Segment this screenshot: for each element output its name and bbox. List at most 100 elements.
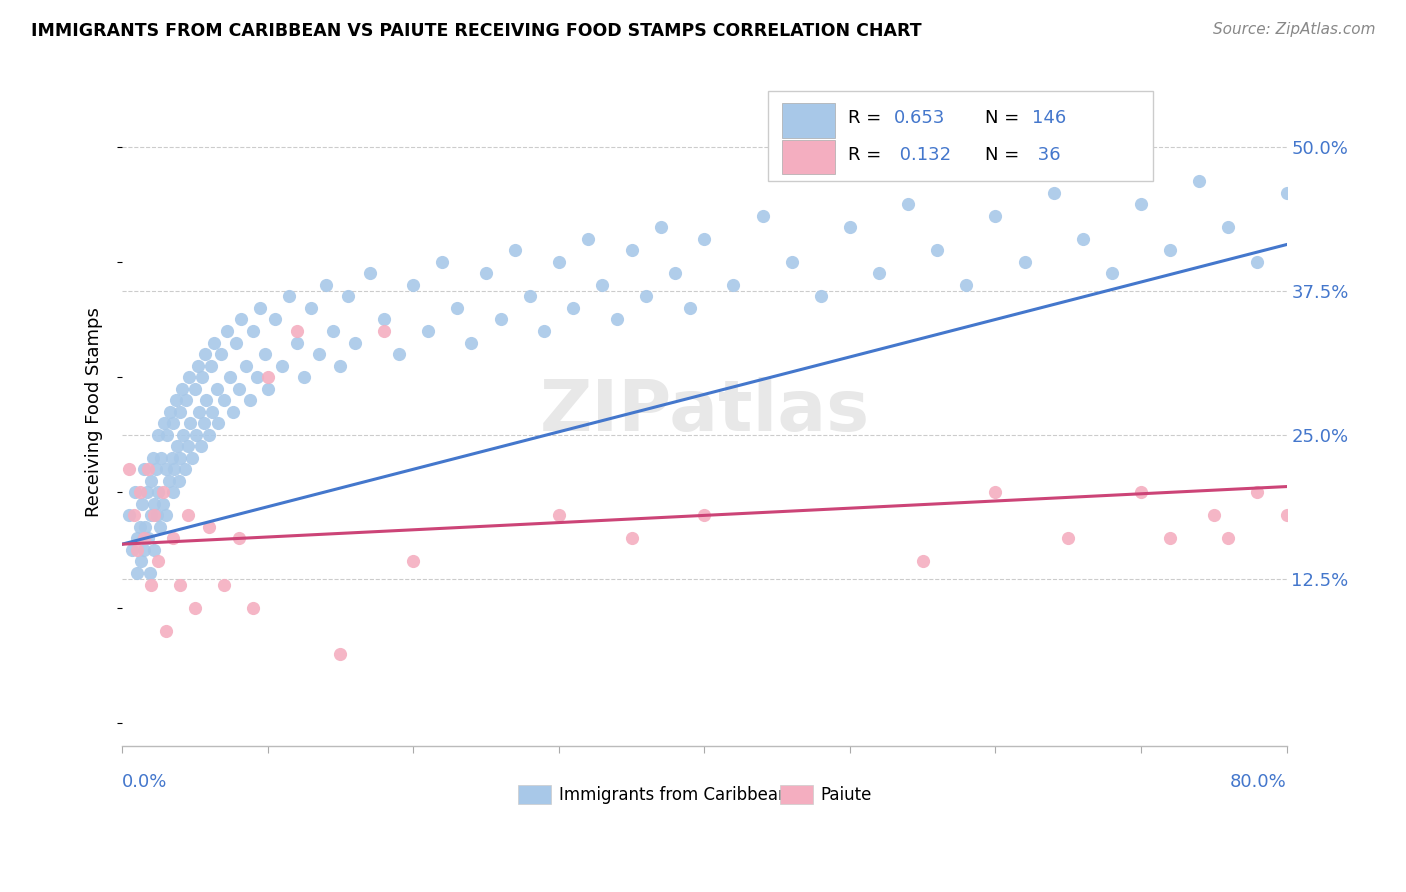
Point	[460, 335, 482, 350]
Point	[195, 393, 218, 408]
Text: Immigrants from Caribbean: Immigrants from Caribbean	[558, 786, 789, 804]
Point	[388, 347, 411, 361]
Point	[285, 335, 308, 350]
Text: IMMIGRANTS FROM CARIBBEAN VS PAIUTE RECEIVING FOOD STAMPS CORRELATION CHART: IMMIGRANTS FROM CARIBBEAN VS PAIUTE RECE…	[31, 22, 921, 40]
Point	[184, 600, 207, 615]
Point	[155, 462, 177, 476]
Point	[207, 416, 229, 430]
Point	[173, 462, 195, 476]
Point	[205, 382, 228, 396]
Point	[118, 462, 141, 476]
Point	[131, 497, 153, 511]
Point	[373, 324, 395, 338]
Point	[253, 347, 276, 361]
Point	[322, 324, 344, 338]
Point	[315, 277, 337, 292]
Point	[155, 508, 177, 523]
Point	[1275, 186, 1298, 200]
Point	[547, 255, 569, 269]
Point	[221, 405, 243, 419]
Text: Paiute: Paiute	[821, 786, 872, 804]
Point	[145, 462, 167, 476]
Point	[911, 554, 934, 568]
Point	[143, 508, 166, 523]
Point	[176, 439, 198, 453]
Point	[136, 462, 159, 476]
Point	[136, 532, 159, 546]
Point	[118, 508, 141, 523]
Point	[278, 289, 301, 303]
Point	[124, 485, 146, 500]
Point	[256, 382, 278, 396]
FancyBboxPatch shape	[768, 91, 1153, 181]
Point	[169, 405, 191, 419]
Point	[246, 370, 269, 384]
Point	[343, 335, 366, 350]
Point	[132, 532, 155, 546]
Point	[187, 359, 209, 373]
Point	[636, 289, 658, 303]
Point	[159, 405, 181, 419]
Point	[562, 301, 585, 315]
Point	[1218, 220, 1240, 235]
Point	[1159, 244, 1181, 258]
Point	[984, 485, 1007, 500]
Point	[1130, 485, 1153, 500]
Point	[134, 520, 156, 534]
Point	[198, 520, 221, 534]
Point	[132, 462, 155, 476]
Point	[751, 209, 773, 223]
Text: N =: N =	[986, 146, 1025, 164]
Point	[169, 450, 191, 465]
Point	[1362, 209, 1385, 223]
Point	[138, 566, 160, 580]
Point	[235, 359, 257, 373]
Point	[242, 324, 264, 338]
Point	[179, 416, 201, 430]
Point	[1246, 255, 1268, 269]
Point	[142, 450, 165, 465]
Point	[693, 508, 716, 523]
Point	[200, 359, 222, 373]
Text: 146: 146	[1032, 109, 1066, 127]
Point	[202, 335, 225, 350]
Point	[157, 474, 180, 488]
Point	[373, 312, 395, 326]
Point	[271, 359, 294, 373]
Point	[519, 289, 541, 303]
Point	[177, 370, 200, 384]
FancyBboxPatch shape	[782, 140, 835, 174]
Point	[1202, 508, 1225, 523]
Point	[299, 301, 322, 315]
Text: 0.132: 0.132	[894, 146, 952, 164]
FancyBboxPatch shape	[782, 103, 835, 137]
Point	[162, 485, 184, 500]
Point	[128, 520, 150, 534]
Point	[620, 244, 643, 258]
Point	[359, 266, 381, 280]
Point	[1188, 174, 1211, 188]
Point	[256, 370, 278, 384]
Point	[838, 220, 860, 235]
Point	[664, 266, 686, 280]
Point	[679, 301, 702, 315]
Point	[955, 277, 977, 292]
Point	[1101, 266, 1123, 280]
Point	[576, 232, 599, 246]
Point	[125, 566, 148, 580]
Point	[218, 370, 240, 384]
Point	[693, 232, 716, 246]
Point	[416, 324, 439, 338]
Point	[121, 543, 143, 558]
Point	[152, 485, 174, 500]
Point	[165, 393, 187, 408]
Point	[212, 393, 235, 408]
Point	[1246, 485, 1268, 500]
Point	[329, 647, 352, 661]
Point	[780, 255, 803, 269]
Text: R =: R =	[848, 146, 887, 164]
Point	[475, 266, 498, 280]
Point	[1130, 197, 1153, 211]
Point	[153, 416, 176, 430]
Point	[181, 450, 204, 465]
